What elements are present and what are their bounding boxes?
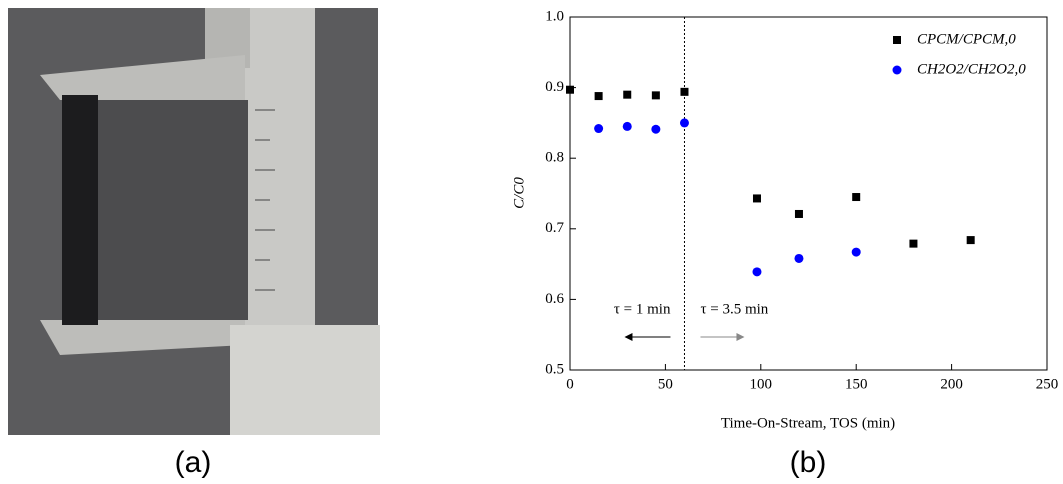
point [794,209,803,218]
y-axis-label: C/C0 [511,177,527,209]
legend-marker [892,65,902,75]
point [594,92,603,101]
point [679,118,689,128]
point [852,193,861,202]
legend-marker [893,36,901,44]
point [794,253,804,263]
point [623,90,632,99]
point [651,124,661,134]
x-axis-label: Time-On-Stream, TOS (min) [721,415,895,431]
point [594,124,604,134]
arrowhead [624,333,633,341]
y-tick-label: 0.5 [545,361,564,377]
point [851,247,861,257]
y-tick-label: 1.0 [545,8,564,24]
x-tick-label: 100 [750,376,773,392]
y-tick-label: 0.9 [545,79,564,95]
point [680,87,689,96]
x-tick-label: 0 [566,376,574,392]
legend-label: CH2O2/CH2O2,0 [917,61,1026,77]
point [966,236,975,245]
plot-frame [569,16,1048,371]
legend-label: CPCM/CPCM,0 [917,31,1016,47]
x-tick-label: 50 [658,376,673,392]
caption: (a) [175,446,212,479]
point [752,194,761,203]
caption: (b) [790,446,827,479]
x-tick-label: 200 [940,376,963,392]
point [909,239,918,248]
point [566,85,574,94]
y-tick-label: 0.7 [545,220,564,236]
point [752,267,762,277]
arrowhead [736,333,745,341]
annotation: τ = 3.5 min [700,301,768,317]
photo [8,8,380,435]
annotation: τ = 1 min [614,301,671,317]
point [622,121,632,131]
x-tick-label: 250 [1036,376,1059,392]
x-tick-label: 150 [845,376,868,392]
y-tick-label: 0.8 [545,150,564,166]
point [651,91,660,100]
y-tick-label: 0.6 [545,291,564,307]
